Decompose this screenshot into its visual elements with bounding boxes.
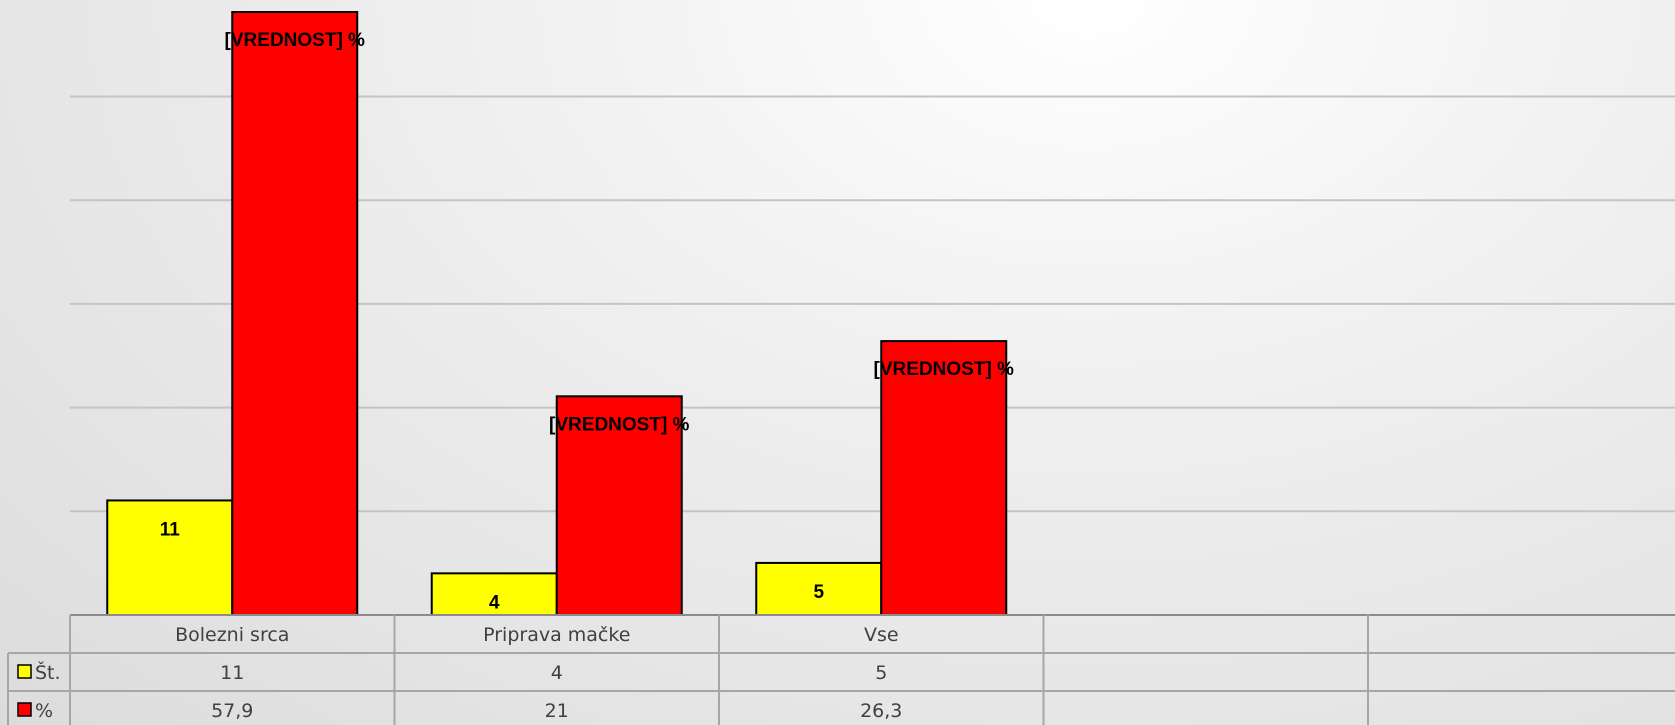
table-cell-0-0: 11: [220, 662, 244, 684]
table-cell-1-2: 26,3: [860, 700, 902, 722]
data-label-count-1: 4: [489, 592, 500, 613]
data-label-percent-2: [VREDNOST] %: [874, 359, 1015, 380]
bar-count-2: [755, 561, 883, 617]
bar-percent-2: [880, 340, 1008, 616]
data-table: Bolezni srca Priprava mačke Vse Št. 11 4 5% 57,…: [7, 614, 1675, 725]
bars: [106, 11, 1008, 617]
legend-key-1: [17, 702, 32, 717]
bar-percent-0: [231, 11, 359, 616]
table-cell-0-1: 4: [551, 662, 563, 684]
category-label-2: Vse: [864, 624, 899, 646]
category-label-1: Priprava mačke: [483, 624, 630, 646]
category-label-0: Bolezni srca: [175, 624, 289, 646]
table-cell-0-2: 5: [875, 662, 887, 684]
data-label-count-2: 5: [813, 582, 824, 603]
legend-label-0: Št.: [35, 660, 61, 684]
table-cell-1-0: 57,9: [211, 700, 253, 722]
legend-key-0: [17, 664, 32, 679]
data-labels: 11 [VREDNOST] % 4 [VREDNOST] % 5 [VREDNOST] %: [160, 30, 1014, 613]
data-label-percent-1: [VREDNOST] %: [549, 414, 690, 435]
bar-count-0: [106, 499, 234, 617]
data-label-count-0: 11: [160, 519, 181, 540]
legend-label-1: %: [35, 700, 53, 722]
data-label-percent-0: [VREDNOST] %: [225, 30, 366, 51]
table-cell-1-1: 21: [545, 700, 569, 722]
